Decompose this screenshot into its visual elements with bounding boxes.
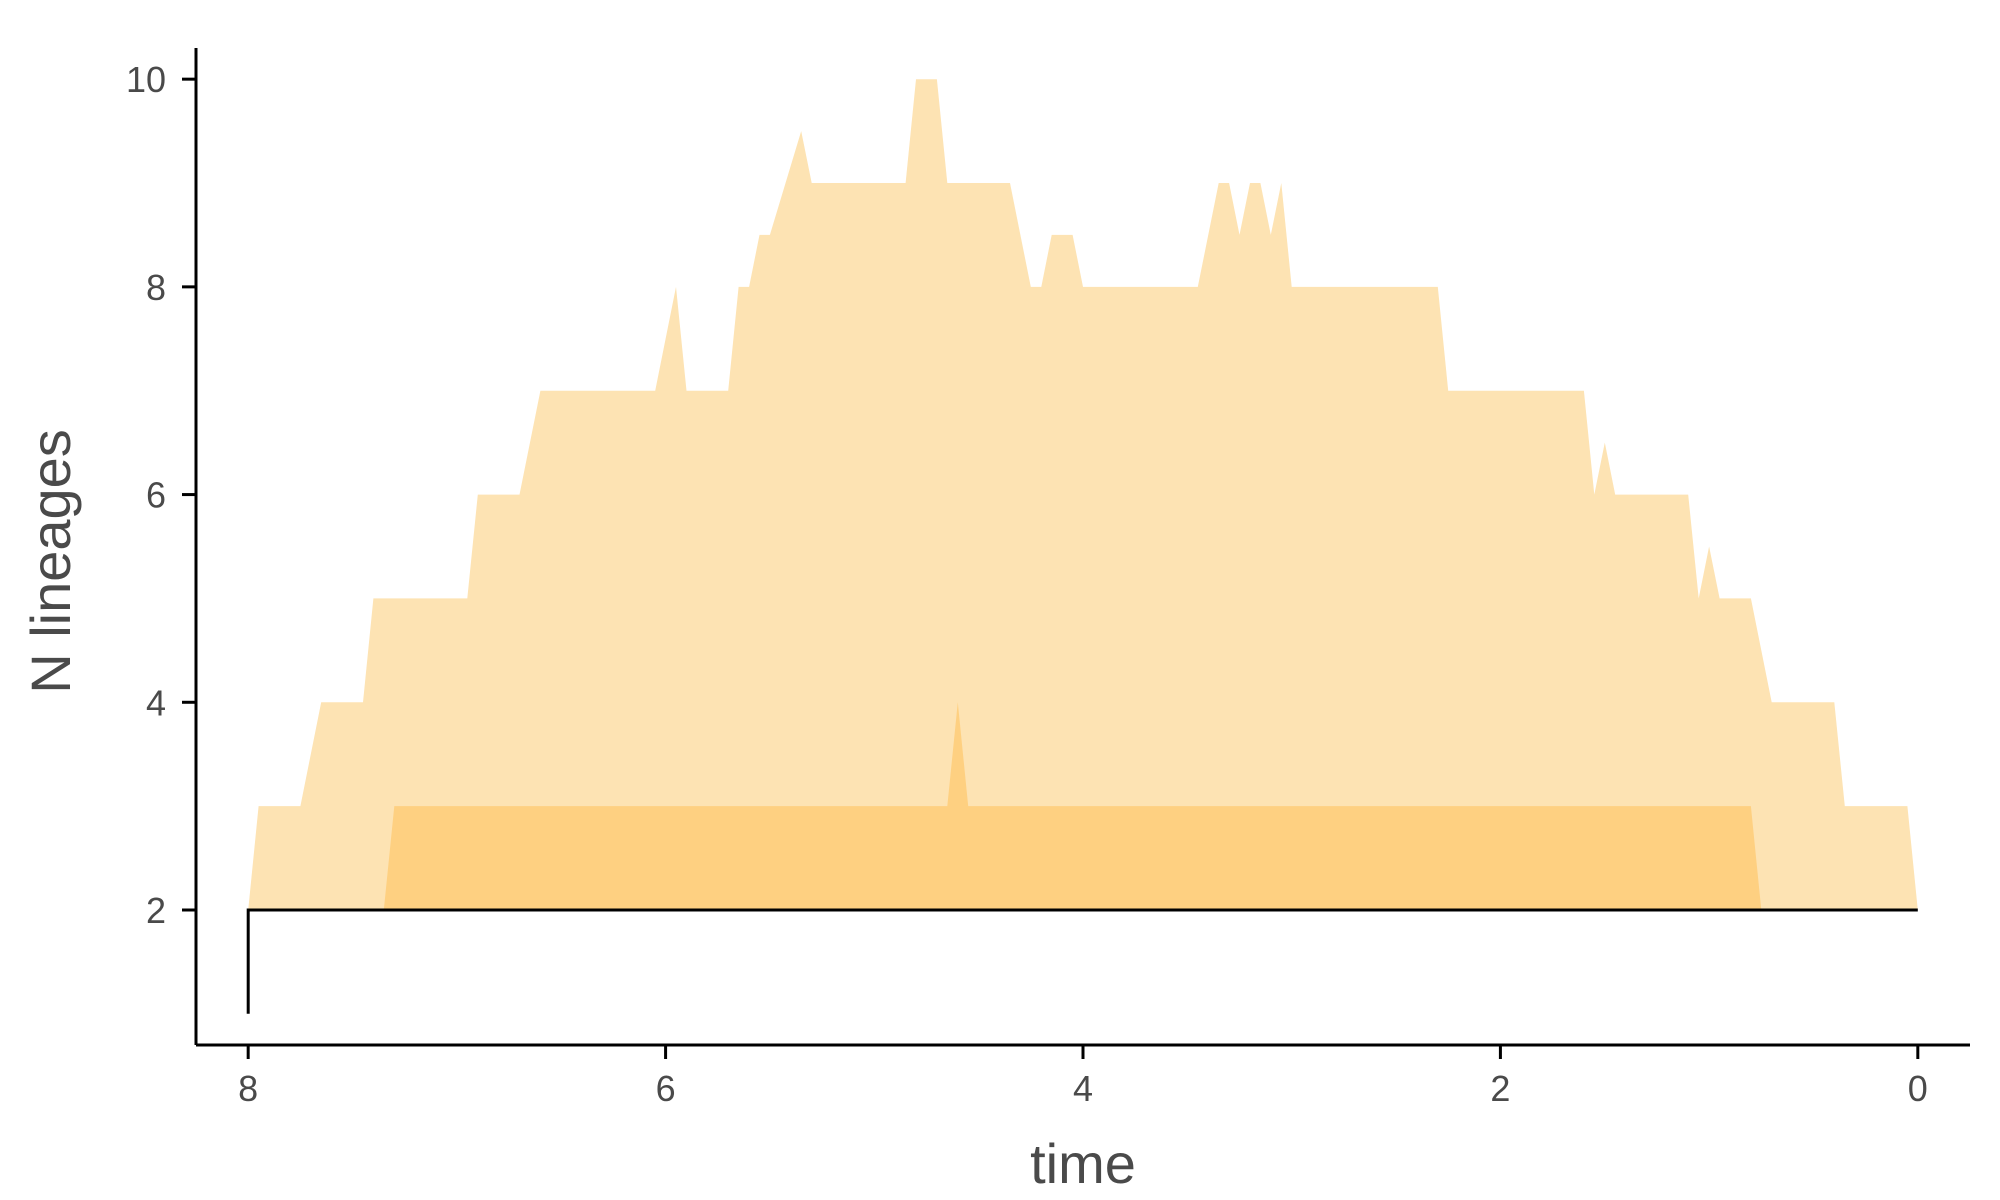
y-tick-label: 6	[146, 475, 166, 516]
y-axis-title: N lineages	[19, 429, 82, 694]
median-line-group	[246, 908, 1918, 1014]
axes: 8 6 4 2 0 2 4 6 8 10	[126, 48, 1970, 1109]
y-tick-label: 10	[126, 59, 166, 100]
confidence-bands	[248, 79, 1918, 910]
x-axis-ticks: 8 6 4 2 0	[238, 1045, 1928, 1109]
outer-band-area	[248, 79, 1918, 910]
y-axis-ticks: 2 4 6 8 10	[126, 59, 196, 931]
y-tick-label: 8	[146, 267, 166, 308]
y-tick-label: 2	[146, 890, 166, 931]
median-line	[246, 908, 1918, 1014]
x-tick-label: 0	[1908, 1068, 1928, 1109]
x-tick-label: 6	[656, 1068, 676, 1109]
x-tick-label: 4	[1073, 1068, 1093, 1109]
x-tick-label: 2	[1490, 1068, 1510, 1109]
y-tick-label: 4	[146, 682, 166, 723]
x-tick-label: 8	[238, 1068, 258, 1109]
x-axis-title: time	[1030, 1132, 1136, 1195]
inner-band-area	[383, 702, 1762, 910]
